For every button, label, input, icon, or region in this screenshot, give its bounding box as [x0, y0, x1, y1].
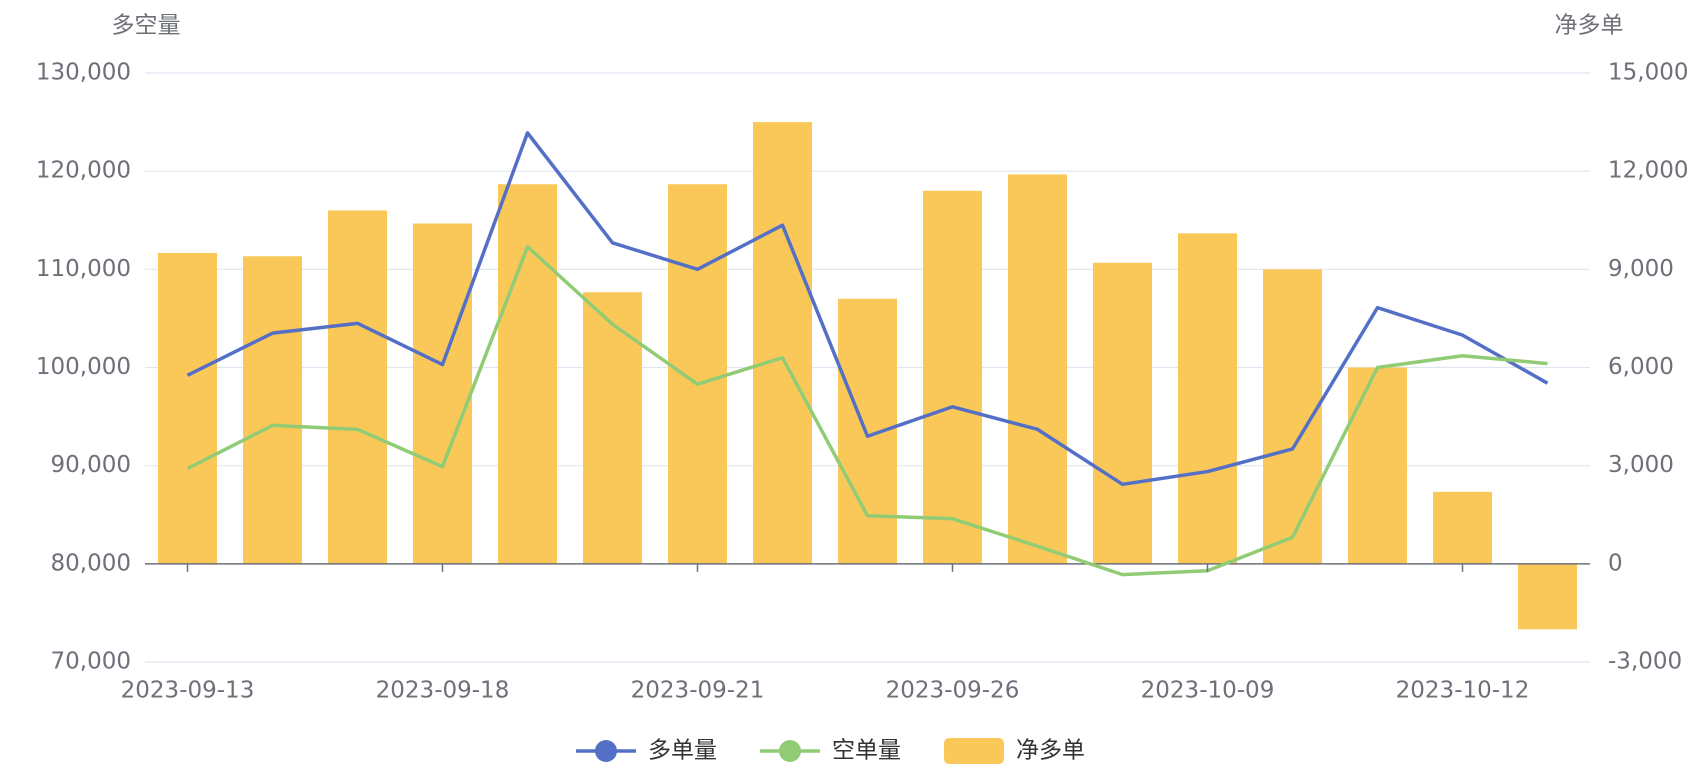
y2-tick-label: 12,000	[1608, 158, 1688, 184]
bar	[583, 292, 642, 564]
y2-tick-label: -3,000	[1608, 649, 1682, 675]
bar	[328, 210, 387, 564]
y2-tick-label: 15,000	[1608, 60, 1688, 86]
y2-tick-label: 3,000	[1608, 452, 1674, 478]
y-tick-label: 90,000	[51, 452, 131, 478]
bar	[923, 190, 982, 564]
y2-tick-label: 9,000	[1608, 256, 1674, 282]
legend-marker	[779, 740, 801, 762]
x-tick-label: 2023-09-13	[121, 678, 255, 704]
bar	[1093, 262, 1152, 564]
legend-label: 多单量	[648, 738, 717, 764]
x-tick-label: 2023-09-18	[376, 678, 510, 704]
x-tick-label: 2023-10-12	[1396, 678, 1530, 704]
bar	[753, 122, 812, 564]
bar	[498, 184, 557, 564]
y-tick-label: 100,000	[36, 354, 131, 380]
y-tick-label: 120,000	[36, 158, 131, 184]
y-tick-label: 110,000	[36, 256, 131, 282]
legend-label: 空单量	[832, 738, 901, 764]
bar	[668, 184, 727, 564]
y2-tick-label: 6,000	[1608, 354, 1674, 380]
bar	[1348, 367, 1407, 564]
bar	[1178, 233, 1237, 564]
bar	[1433, 491, 1492, 564]
bar	[243, 256, 302, 564]
y2-tick-label: 0	[1608, 550, 1623, 576]
y-tick-label: 130,000	[36, 60, 131, 86]
legend-marker	[595, 740, 617, 762]
y-tick-label: 80,000	[51, 550, 131, 576]
x-tick-label: 2023-09-21	[631, 678, 765, 704]
bar	[1518, 563, 1577, 630]
line	[186, 131, 1549, 487]
bar	[1008, 174, 1067, 564]
bar	[158, 252, 217, 564]
x-tick-label: 2023-09-26	[886, 678, 1020, 704]
y2-axis-title: 净多单	[1555, 13, 1624, 39]
y-axis-title: 多空量	[112, 13, 181, 39]
legend-marker	[944, 738, 1004, 764]
y-tick-label: 70,000	[51, 649, 131, 675]
bar	[413, 223, 472, 564]
line	[186, 245, 1548, 577]
legend-label: 净多单	[1016, 738, 1085, 764]
x-tick-label: 2023-10-09	[1141, 678, 1275, 704]
bar	[838, 298, 897, 564]
